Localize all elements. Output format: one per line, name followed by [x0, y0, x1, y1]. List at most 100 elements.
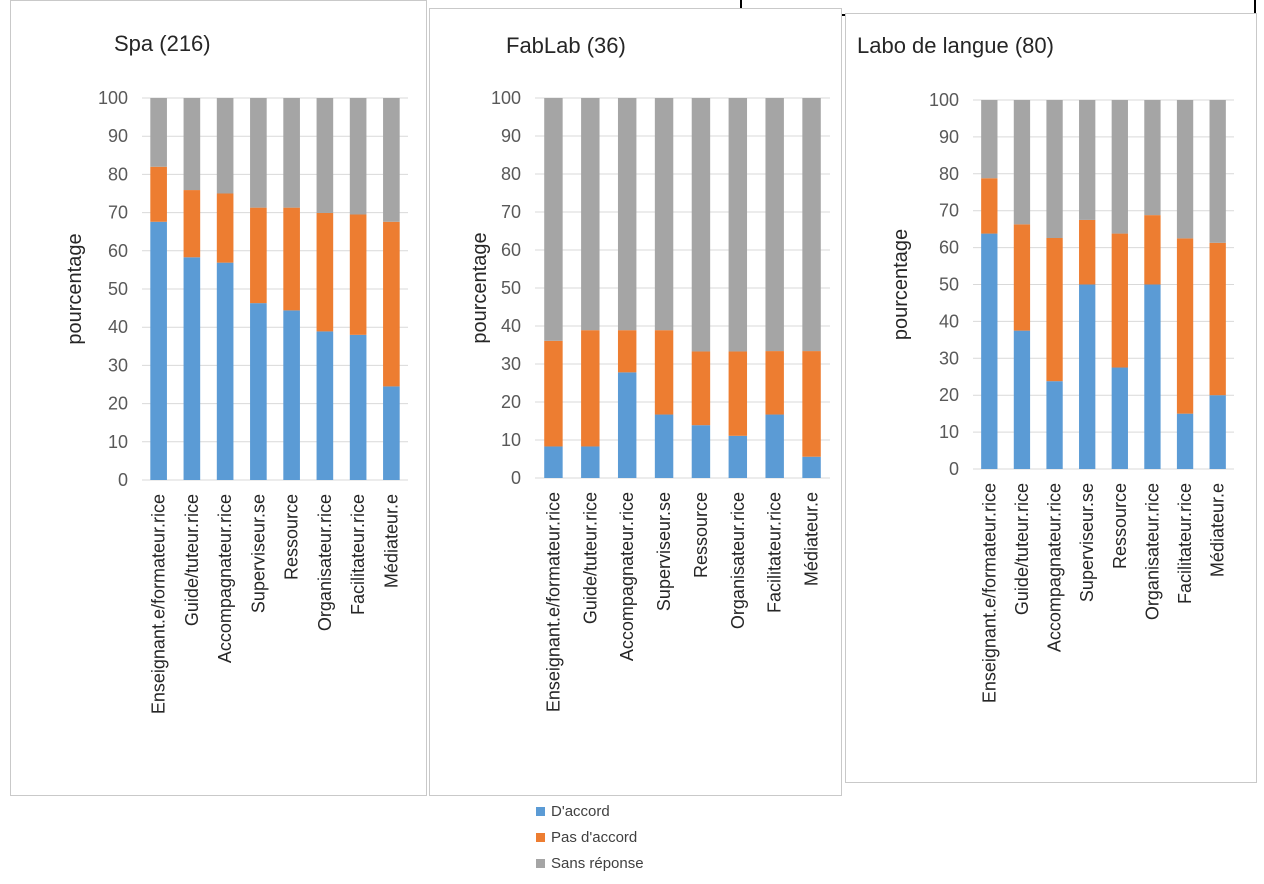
y-tick-label: 20	[501, 392, 521, 412]
bar-segment-disagree	[349, 214, 367, 335]
y-axis-label: pourcentage	[890, 229, 912, 340]
bar-segment-disagree	[1046, 238, 1063, 382]
bar-segment-none	[617, 98, 637, 331]
bar-segment-agree	[250, 303, 267, 480]
bar-segment-none	[981, 100, 998, 179]
chart-panel-fablab: FabLab (36) 0 10 20 30 40 50 60 70 80 90 100 pource…	[429, 8, 842, 796]
bar-segment-agree	[216, 262, 234, 480]
x-category-label: Superviseur.se	[1077, 483, 1097, 602]
y-tick-label: 100	[929, 90, 959, 110]
bar-segment-none	[654, 98, 674, 331]
y-tick-label: 40	[108, 317, 128, 337]
y-tick-label: 80	[108, 164, 128, 184]
bar-segment-agree	[802, 456, 821, 478]
bar-segment-agree	[316, 331, 334, 480]
chart-panel-spa: Spa (216) 0 10 20 30 40 50 60 70 80 90 100 pourcent…	[10, 0, 427, 796]
x-category-label: Enseignant.e/formateur.rice	[149, 494, 169, 714]
bar-segment-none	[802, 98, 821, 352]
bar-segment-none	[1111, 100, 1128, 234]
bar-segment-agree	[150, 221, 167, 480]
bar-segment-disagree	[1111, 233, 1128, 368]
x-category-label: Médiateur.e	[1208, 483, 1228, 577]
x-category-label: Médiateur.e	[802, 492, 822, 586]
x-category-label: Organisateur.rice	[315, 494, 335, 631]
bar-segment-none	[250, 98, 267, 208]
bar-segment-disagree	[728, 351, 748, 436]
bar-segment-none	[1013, 100, 1031, 225]
bar-segment-agree	[349, 334, 367, 480]
bar-segment-disagree	[1144, 215, 1161, 285]
bar-segment-agree	[1111, 367, 1128, 469]
chart-title: FabLab (36)	[506, 33, 626, 58]
y-tick-label: 60	[108, 241, 128, 261]
bar-segment-disagree	[981, 178, 998, 234]
x-category-label: Guide/tuteur.rice	[1012, 483, 1032, 615]
bar-segment-disagree	[1013, 224, 1031, 331]
y-tick-label: 20	[108, 394, 128, 414]
bar-segment-none	[1209, 100, 1226, 243]
x-category-label: Facilitateur.rice	[765, 492, 785, 613]
y-tick-label: 50	[501, 278, 521, 298]
chart-panel-labo-de-langue: Labo de langue (80) 0 10 20 30 40 50 60 70 80 90 1…	[845, 13, 1257, 783]
legend-swatch	[536, 806, 545, 816]
bar-segment-agree	[1176, 413, 1194, 469]
bar-segment-disagree	[250, 207, 267, 304]
y-tick-label: 60	[501, 240, 521, 260]
legend-label: D'accord	[551, 802, 610, 820]
stacked-bar-chart: 0 10 20 30 40 50 60 70 80 90 100 pourcentage Enseign…	[469, 88, 830, 712]
bar-segment-disagree	[802, 351, 821, 457]
y-tick-label: 30	[108, 355, 128, 375]
y-tick-label: 0	[118, 470, 128, 490]
bar-segment-agree	[183, 257, 201, 480]
bar-segment-disagree	[765, 351, 784, 415]
bar-segment-disagree	[1079, 219, 1096, 285]
y-tick-label: 80	[939, 164, 959, 184]
bar-segment-none	[691, 98, 711, 352]
y-axis-label: pourcentage	[64, 233, 86, 344]
bar-segment-agree	[1046, 381, 1063, 469]
bar-segment-agree	[1013, 330, 1031, 469]
bar-segment-disagree	[283, 207, 300, 311]
bar-segment-none	[581, 98, 600, 331]
bar-segment-agree	[654, 414, 674, 478]
x-category-label: Superviseur.se	[248, 494, 268, 613]
bar-segment-disagree	[581, 330, 600, 447]
bar-segment-disagree	[1209, 242, 1226, 396]
bar-segment-agree	[581, 446, 600, 478]
stacked-bar-chart: 0 10 20 30 40 50 60 70 80 90 100 pourcentage Enseign…	[890, 90, 1234, 703]
y-tick-label: 50	[108, 279, 128, 299]
bar-segment-agree	[765, 414, 784, 478]
y-tick-label: 20	[939, 385, 959, 405]
bar-segment-none	[1144, 100, 1161, 216]
bar-segment-agree	[1209, 395, 1226, 469]
y-tick-label: 100	[98, 88, 128, 108]
bar-segment-none	[728, 98, 748, 352]
legend-swatch	[536, 832, 545, 842]
bar-segment-disagree	[216, 193, 234, 263]
y-tick-label: 80	[501, 164, 521, 184]
y-tick-label: 60	[939, 238, 959, 258]
bar-segment-none	[150, 98, 167, 167]
y-tick-label: 70	[939, 201, 959, 221]
legend-swatch	[536, 858, 545, 868]
bar-segment-disagree	[183, 190, 201, 258]
bar-segment-none	[349, 98, 367, 215]
bar-segment-disagree	[691, 351, 711, 426]
bar-segment-none	[316, 98, 334, 213]
bar-segment-disagree	[654, 330, 674, 415]
y-tick-label: 0	[949, 459, 959, 479]
x-category-label: Organisateur.rice	[728, 492, 748, 629]
x-category-label: Organisateur.rice	[1142, 483, 1162, 620]
x-category-label: Guide/tuteur.rice	[580, 492, 600, 624]
bar-segment-disagree	[150, 166, 167, 222]
y-tick-label: 100	[491, 88, 521, 108]
x-category-label: Médiateur.e	[381, 494, 401, 588]
x-category-label: Facilitateur.rice	[348, 494, 368, 615]
y-tick-label: 30	[501, 354, 521, 374]
bar-segment-agree	[1144, 284, 1161, 469]
chart-legend: D'accord Pas d'accord Sans réponse	[536, 798, 644, 876]
x-category-label: Accompagnateur.rice	[617, 492, 637, 661]
bar-segment-none	[383, 98, 400, 222]
x-category-label: Ressource	[1110, 483, 1130, 569]
bar-segment-none	[183, 98, 201, 191]
